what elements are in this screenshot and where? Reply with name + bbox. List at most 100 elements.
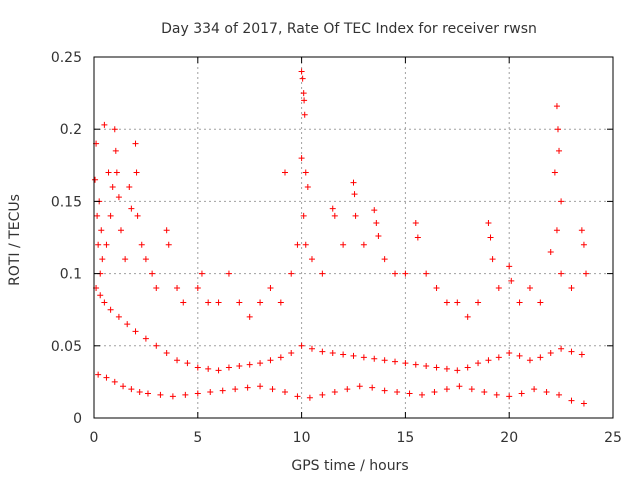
data-point <box>331 212 338 219</box>
data-point <box>101 121 108 128</box>
data-point <box>475 299 482 306</box>
data-point <box>402 360 409 367</box>
y-axis-label: ROTI / TECUs <box>7 194 23 286</box>
data-point <box>487 234 494 241</box>
data-point <box>556 147 563 154</box>
data-point <box>375 233 382 240</box>
data-point <box>299 75 306 82</box>
data-point <box>319 391 326 398</box>
data-point <box>360 241 367 248</box>
data-point <box>111 126 118 133</box>
data-point <box>225 270 232 277</box>
data-point <box>431 389 438 396</box>
y-tick-label: 0.15 <box>51 194 82 210</box>
data-point <box>128 205 135 212</box>
data-point <box>319 348 326 355</box>
data-point <box>558 198 565 205</box>
data-point <box>443 365 450 372</box>
data-point <box>419 391 426 398</box>
data-point <box>412 361 419 368</box>
data-point <box>149 270 156 277</box>
data-point <box>194 364 201 371</box>
data-point <box>277 299 284 306</box>
data-point <box>105 169 112 176</box>
data-point <box>300 212 307 219</box>
data-point <box>351 191 358 198</box>
chart-title: Day 334 of 2017, Rate Of TEC Index for r… <box>161 21 537 37</box>
data-point <box>485 220 492 227</box>
data-point <box>340 351 347 358</box>
data-point <box>543 389 550 396</box>
data-point <box>568 397 575 404</box>
axis-ticks: 0 5 10 15 20 25 0 0.05 0.1 0.15 0.2 0.25 <box>51 50 622 446</box>
data-point <box>433 285 440 292</box>
data-point <box>169 393 176 400</box>
data-point <box>113 169 120 176</box>
data-point <box>267 285 274 292</box>
data-point <box>516 352 523 359</box>
data-point <box>294 393 301 400</box>
data-point <box>244 384 251 391</box>
data-point <box>506 393 513 400</box>
data-point <box>392 358 399 365</box>
data-point <box>95 371 102 378</box>
data-point <box>537 354 544 361</box>
data-point <box>329 205 336 212</box>
data-point <box>485 357 492 364</box>
data-point <box>518 390 525 397</box>
data-point <box>394 389 401 396</box>
data-point <box>580 241 587 248</box>
data-point <box>215 299 222 306</box>
x-tick-label: 5 <box>193 430 202 446</box>
data-point <box>302 241 309 248</box>
data-point <box>319 270 326 277</box>
data-point <box>236 299 243 306</box>
data-point <box>381 387 388 394</box>
data-point <box>182 391 189 398</box>
data-point <box>142 256 149 263</box>
data-point <box>475 360 482 367</box>
data-point <box>506 263 513 270</box>
data-point <box>174 285 181 292</box>
data-point <box>153 342 160 349</box>
data-point <box>194 285 201 292</box>
x-axis-label: GPS time / hours <box>291 458 408 474</box>
data-point <box>281 389 288 396</box>
x-tick-label: 10 <box>293 430 311 446</box>
data-point <box>568 285 575 292</box>
data-point <box>456 383 463 390</box>
data-point <box>373 220 380 227</box>
data-point <box>547 248 554 255</box>
data-point <box>112 147 119 154</box>
data-point <box>236 363 243 370</box>
data-point <box>157 391 164 398</box>
data-point <box>174 357 181 364</box>
data-point <box>412 220 419 227</box>
data-point <box>464 313 471 320</box>
data-point <box>392 270 399 277</box>
data-point <box>128 386 135 393</box>
data-point <box>288 270 295 277</box>
data-point <box>124 321 131 328</box>
data-point <box>94 212 101 219</box>
data-point <box>120 383 127 390</box>
data-point <box>215 367 222 374</box>
data-point <box>132 328 139 335</box>
data-point <box>163 227 170 234</box>
data-point <box>495 354 502 361</box>
data-point <box>331 389 338 396</box>
data-point <box>294 241 301 248</box>
data-point <box>308 345 315 352</box>
data-point <box>468 386 475 393</box>
data-point <box>583 270 590 277</box>
data-point <box>306 394 313 401</box>
data-point <box>350 179 357 186</box>
data-point <box>92 176 99 183</box>
x-tick-label: 0 <box>90 430 99 446</box>
data-point <box>281 169 288 176</box>
data-point <box>138 241 145 248</box>
data-point <box>329 350 336 357</box>
data-point <box>578 351 585 358</box>
data-point <box>489 256 496 263</box>
data-points <box>92 68 590 407</box>
